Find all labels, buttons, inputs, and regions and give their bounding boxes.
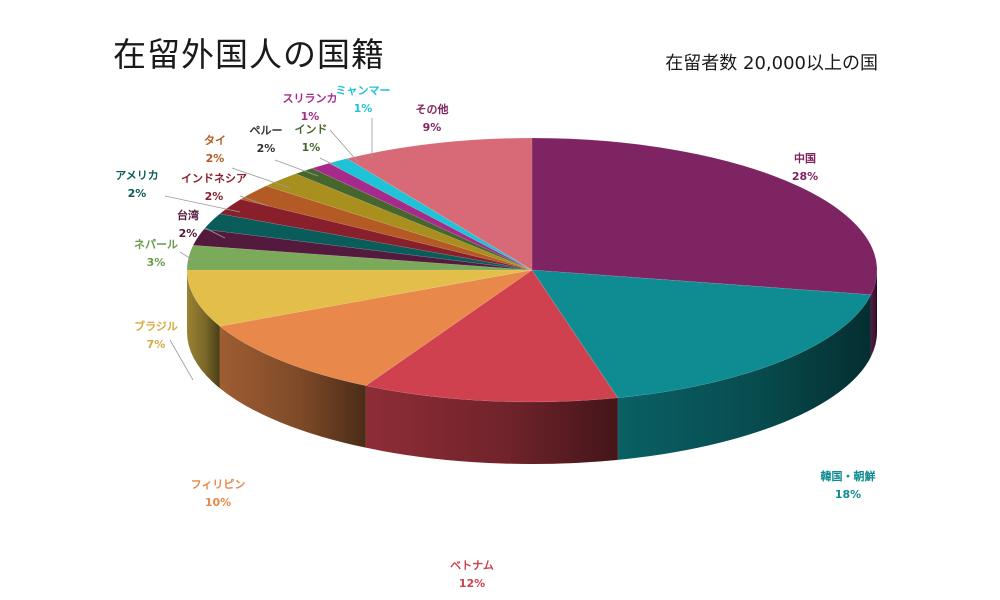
leader-line-インドネシア bbox=[239, 195, 269, 207]
slice-percent-インドネシア: 2% bbox=[205, 190, 224, 203]
pie-slice-台湾[interactable] bbox=[192, 228, 533, 271]
pie-side-shade bbox=[219, 326, 366, 448]
slice-label-タイ: タイ bbox=[204, 134, 226, 147]
leader-line-台湾 bbox=[204, 227, 226, 239]
slice-label-台湾: 台湾 bbox=[177, 208, 199, 222]
slice-label-その他: その他 bbox=[416, 102, 449, 116]
slice-percent-アメリカ: 2% bbox=[128, 187, 147, 200]
slice-label-インド: インド bbox=[295, 123, 328, 136]
leader-line-タイ bbox=[231, 167, 291, 189]
pie-slice-ブラジル[interactable] bbox=[186, 269, 533, 327]
pie-slice-スリランカ[interactable] bbox=[311, 162, 533, 271]
slice-percent-その他: 9% bbox=[423, 121, 442, 134]
pie-slice-韓国・朝鮮[interactable] bbox=[531, 269, 872, 399]
slice-percent-ミャンマー: 1% bbox=[354, 102, 373, 115]
slice-percent-ネパール: 3% bbox=[147, 256, 166, 269]
slice-percent-中国: 28% bbox=[792, 170, 818, 183]
slice-percent-ブラジル: 7% bbox=[147, 338, 166, 351]
slice-label-ベトナム: ベトナム bbox=[450, 559, 494, 572]
slice-label-フィリピン: フィリピン bbox=[191, 478, 246, 491]
pie-slice-ミャンマー[interactable] bbox=[328, 158, 533, 271]
slice-label-インドネシア: インドネシア bbox=[181, 172, 247, 185]
slice-percent-タイ: 2% bbox=[206, 152, 225, 165]
slice-percent-韓国・朝鮮: 18% bbox=[835, 488, 861, 501]
leader-line-インド bbox=[319, 157, 341, 169]
slice-percent-ペルー: 2% bbox=[257, 142, 276, 155]
leader-line-ペルー bbox=[274, 159, 319, 177]
pie-side-shade bbox=[870, 270, 877, 357]
leader-line-スリランカ bbox=[329, 129, 359, 163]
slice-percent-スリランカ: 1% bbox=[301, 110, 320, 123]
leader-line-ブラジル bbox=[169, 339, 194, 381]
pie-slice-ペルー[interactable] bbox=[265, 173, 533, 271]
slice-label-アメリカ: アメリカ bbox=[115, 169, 158, 182]
slice-label-スリランカ: スリランカ bbox=[283, 92, 338, 105]
leader-line-アメリカ bbox=[164, 195, 241, 213]
slice-percent-ベトナム: 12% bbox=[459, 577, 485, 590]
slice-label-ペルー: ペルー bbox=[250, 124, 283, 137]
pie-slice-ベトナム[interactable] bbox=[365, 269, 619, 403]
leader-line-ネパール bbox=[179, 251, 197, 263]
slice-label-ミャンマー: ミャンマー bbox=[336, 84, 391, 97]
slice-percent-フィリピン: 10% bbox=[205, 496, 231, 509]
slice-percent-台湾: 2% bbox=[179, 227, 198, 240]
pie-slice-フィリピン[interactable] bbox=[219, 269, 533, 386]
pie-side-shade bbox=[617, 294, 871, 460]
pie-side-shade bbox=[187, 270, 220, 389]
slice-label-ブラジル: ブラジル bbox=[134, 319, 178, 333]
pie-slice-タイ[interactable] bbox=[239, 185, 533, 271]
pie-side-shade bbox=[365, 385, 618, 464]
pie-slice-アメリカ[interactable] bbox=[203, 213, 533, 271]
slice-label-韓国・朝鮮: 韓国・朝鮮 bbox=[821, 469, 876, 483]
slice-label-中国: 中国 bbox=[794, 151, 816, 165]
pie-slice-中国[interactable] bbox=[531, 137, 878, 296]
slice-label-ネパール: ネパール bbox=[134, 238, 178, 251]
pie-slice-その他[interactable] bbox=[346, 137, 533, 271]
chart-title: 在留外国人の国籍 bbox=[113, 35, 385, 74]
pie-slice-インドネシア[interactable] bbox=[219, 198, 533, 271]
slice-percent-インド: 1% bbox=[302, 141, 321, 154]
chart-subtitle: 在留者数 20,000以上の国 bbox=[665, 53, 878, 74]
